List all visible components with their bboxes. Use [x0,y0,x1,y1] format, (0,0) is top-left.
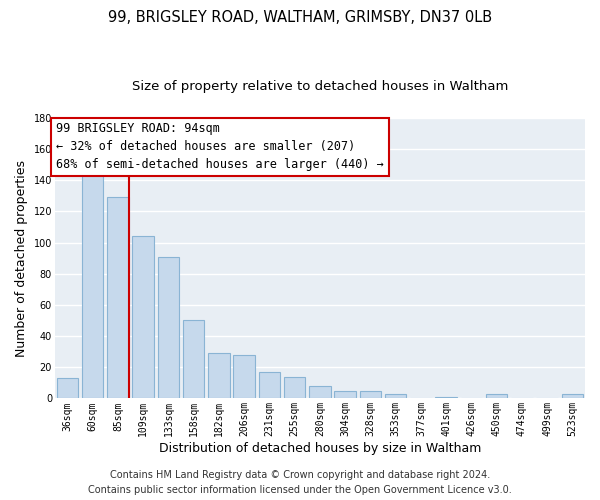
Bar [359,390,381,398]
Bar [309,386,331,398]
Text: Contains HM Land Registry data © Crown copyright and database right 2024.
Contai: Contains HM Land Registry data © Crown c… [88,470,512,495]
Bar [562,394,583,398]
Y-axis label: Number of detached properties: Number of detached properties [15,160,28,356]
Bar [208,353,230,399]
Title: Size of property relative to detached houses in Waltham: Size of property relative to detached ho… [132,80,508,93]
Bar [436,397,457,398]
Text: 99 BRIGSLEY ROAD: 94sqm
← 32% of detached houses are smaller (207)
68% of semi-d: 99 BRIGSLEY ROAD: 94sqm ← 32% of detache… [56,122,384,172]
Bar [259,372,280,398]
Bar [284,376,305,398]
Bar [486,394,508,398]
Bar [82,168,103,398]
X-axis label: Distribution of detached houses by size in Waltham: Distribution of detached houses by size … [159,442,481,455]
Bar [133,236,154,398]
Bar [107,198,128,398]
Text: 99, BRIGSLEY ROAD, WALTHAM, GRIMSBY, DN37 0LB: 99, BRIGSLEY ROAD, WALTHAM, GRIMSBY, DN3… [108,10,492,25]
Bar [334,390,356,398]
Bar [233,355,255,399]
Bar [183,320,205,398]
Bar [385,394,406,398]
Bar [158,256,179,398]
Bar [57,378,78,398]
